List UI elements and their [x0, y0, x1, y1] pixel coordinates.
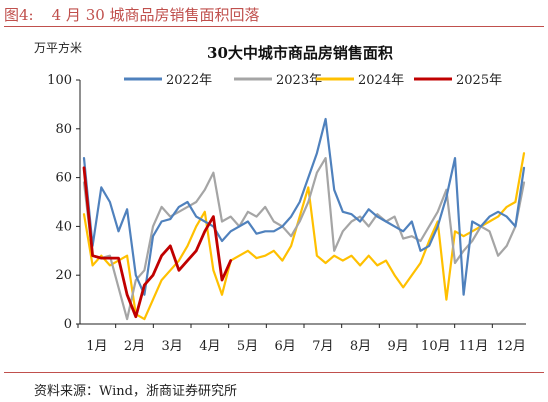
x-tick-label: 6月: [275, 339, 296, 354]
title-divider: [4, 26, 544, 27]
x-tick-label: 7月: [312, 339, 333, 354]
sales-area-line-chart: 万平方米 30大中城市商品房销售面积 0 20 40 60 80 100 1月 2月 3月 4月…: [34, 40, 526, 354]
figure-caption: 图4: 4 月 30 城商品房销售面积回落: [4, 4, 260, 25]
x-tick-label: 10月: [421, 339, 451, 354]
y-tick-label: 100: [47, 73, 72, 88]
legend-label: 2024年: [358, 73, 404, 88]
series-line-2024年: [82, 152, 526, 321]
figure-number: 图4:: [4, 6, 34, 24]
series-line-2025年: [82, 166, 233, 319]
series-lines: [82, 117, 526, 321]
legend: 2022年 2023年 2024年 2025年: [124, 73, 502, 88]
legend-label: 2022年: [166, 73, 212, 88]
figure-caption-text: 4 月 30 城商品房销售面积回落: [51, 6, 260, 24]
y-tick-label: 80: [55, 122, 72, 137]
x-tick-label: 3月: [162, 339, 183, 354]
x-tick-label: 5月: [237, 339, 258, 354]
x-tick-label: 9月: [388, 339, 409, 354]
y-tick-label: 60: [55, 171, 72, 186]
x-tick-label: 8月: [350, 339, 371, 354]
y-tick-label: 20: [55, 268, 72, 283]
legend-label: 2025年: [456, 73, 502, 88]
legend-label: 2023年: [276, 73, 322, 88]
y-tick-labels: 0 20 40 60 80 100: [47, 73, 80, 332]
y-tick-label: 0: [64, 317, 72, 332]
footer-divider: [4, 372, 544, 373]
y-tick-label: 40: [55, 219, 72, 234]
series-line-2023年: [82, 157, 526, 321]
source-note: 资料来源：Wind，浙商证券研究所: [34, 384, 237, 399]
y-unit-label: 万平方米: [34, 40, 82, 55]
series-line-2022年: [82, 117, 526, 296]
chart-title: 30大中城市商品房销售面积: [207, 44, 393, 62]
x-tick-labels: 1月 2月 3月 4月 5月 6月 7月 8月 9月 10月 11月 12月: [77, 324, 526, 354]
x-tick-label: 4月: [199, 339, 220, 354]
x-tick-label: 2月: [124, 339, 145, 354]
x-tick-label: 11月: [459, 339, 489, 354]
x-tick-label: 1月: [86, 339, 107, 354]
x-tick-label: 12月: [496, 339, 526, 354]
